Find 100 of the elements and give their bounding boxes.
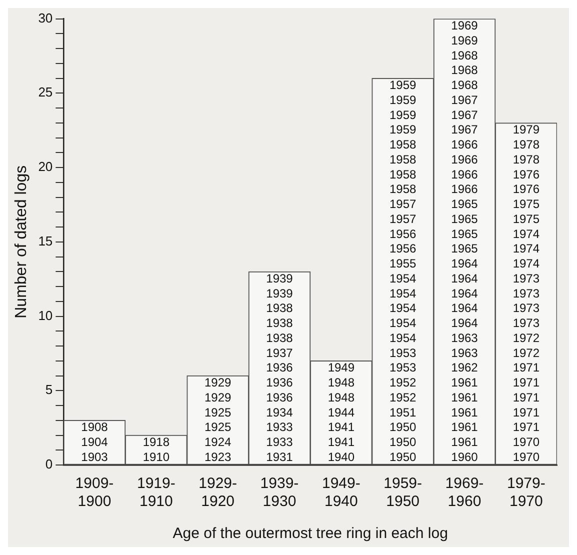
x-axis-title: Age of the outermost tree ring in each log xyxy=(172,525,448,542)
annotation: 1964 xyxy=(451,271,478,286)
annotation: 1959 xyxy=(389,92,416,107)
annotation: 1966 xyxy=(451,138,478,152)
annotation: 1966 xyxy=(451,182,478,196)
annotation: 1975 xyxy=(512,197,540,212)
annotation: 1964 xyxy=(451,301,478,316)
annotation: 1934 xyxy=(266,405,294,420)
y-tick-label: 25 xyxy=(38,84,53,100)
annotation: 1952 xyxy=(389,376,416,390)
annotation: 1976 xyxy=(512,167,540,182)
annotation: 1939 xyxy=(266,271,294,286)
annotation: 1974 xyxy=(512,226,540,241)
annotation: 1971 xyxy=(512,376,540,390)
annotation: 1941 xyxy=(328,420,355,434)
x-tick-label: 1949-1940 xyxy=(322,475,360,510)
annotation: 1949 xyxy=(328,360,355,375)
annotation: 1967 xyxy=(451,108,478,122)
annotation: 1954 xyxy=(389,271,416,286)
annotation: 1971 xyxy=(512,360,540,375)
annotation: 1925 xyxy=(204,405,232,420)
annotation: 1956 xyxy=(389,226,416,241)
annotation: 1950 xyxy=(389,450,416,464)
x-tick-label: 1969-1960 xyxy=(445,475,484,510)
x-tick-label: 1959-1950 xyxy=(384,475,422,510)
annotation: 1973 xyxy=(512,286,540,300)
annotation: 1961 xyxy=(451,420,478,434)
annotation: 1973 xyxy=(512,271,540,286)
annotation: 1976 xyxy=(512,182,540,196)
annotation: 1910 xyxy=(142,450,170,464)
annotation: 1964 xyxy=(451,316,478,330)
x-tick-label: 1919-1910 xyxy=(136,475,176,510)
annotation: 1958 xyxy=(389,138,416,152)
annotation: 1965 xyxy=(451,226,478,241)
annotation: 1978 xyxy=(512,152,540,166)
x-tick-label: 1939-1930 xyxy=(260,475,299,510)
annotation: 1924 xyxy=(204,435,232,450)
annotation: 1972 xyxy=(512,330,540,345)
x-tick-label: 1979-1970 xyxy=(506,475,546,510)
annotation: 1941 xyxy=(328,435,355,450)
annotation: 1958 xyxy=(389,182,416,196)
annotation: 1929 xyxy=(204,376,232,390)
annotation: 1950 xyxy=(389,435,416,450)
annotation: 1939 xyxy=(266,286,294,300)
annotation: 1963 xyxy=(451,330,478,345)
annotation: 1953 xyxy=(389,360,416,375)
annotation: 1964 xyxy=(451,286,478,300)
annotation: 1973 xyxy=(512,316,540,330)
annotation: 1908 xyxy=(81,420,108,434)
annotation: 1959 xyxy=(389,122,416,137)
annotation: 1918 xyxy=(142,435,170,450)
annotation: 1967 xyxy=(451,122,478,137)
annotation: 1956 xyxy=(389,242,416,256)
annotation: 1964 xyxy=(451,256,478,271)
annotation: 1951 xyxy=(389,405,416,420)
annotation: 1961 xyxy=(451,376,478,390)
annotation: 1938 xyxy=(266,330,294,345)
annotation: 1925 xyxy=(204,420,232,434)
annotation: 1962 xyxy=(451,360,478,375)
annotation: 1969 xyxy=(451,18,478,33)
annotation: 1931 xyxy=(266,450,294,464)
annotation: 1923 xyxy=(204,450,232,464)
annotation: 1958 xyxy=(389,152,416,166)
annotation: 1965 xyxy=(451,212,478,226)
annotation: 1938 xyxy=(266,316,294,330)
annotation: 1961 xyxy=(451,405,478,420)
annotation: 1965 xyxy=(451,197,478,212)
y-axis-title: Number of dated logs xyxy=(13,165,30,318)
annotation: 1950 xyxy=(389,420,416,434)
annotation: 1933 xyxy=(266,420,294,434)
y-tick-label: 0 xyxy=(45,456,53,472)
annotation: 1954 xyxy=(389,286,416,300)
annotation: 1940 xyxy=(328,450,355,464)
y-tick-label: 20 xyxy=(38,159,53,174)
y-tick-label: 10 xyxy=(38,308,53,323)
annotation: 1936 xyxy=(266,376,294,390)
annotation: 1955 xyxy=(389,256,416,271)
annotation: 1953 xyxy=(389,346,416,360)
annotation: 1954 xyxy=(389,330,416,345)
annotation: 1948 xyxy=(328,376,355,390)
annotation: 1971 xyxy=(512,405,540,420)
annotation: 1936 xyxy=(266,360,294,375)
annotation: 1958 xyxy=(389,167,416,182)
annotation: 1954 xyxy=(389,316,416,330)
y-tick-label: 15 xyxy=(38,233,53,248)
annotation: 1968 xyxy=(451,63,478,78)
annotation: 1966 xyxy=(451,152,478,166)
annotation: 1969 xyxy=(451,33,478,48)
y-tick-label: 5 xyxy=(45,382,53,398)
annotation: 1961 xyxy=(451,435,478,450)
annotation: 1966 xyxy=(451,167,478,182)
annotation: 1970 xyxy=(512,450,540,464)
annotation: 1967 xyxy=(451,92,478,107)
annotation: 1965 xyxy=(451,242,478,256)
annotation: 1959 xyxy=(389,78,416,92)
annotation: 1975 xyxy=(512,212,540,226)
annotation: 1961 xyxy=(451,390,478,404)
annotation: 1929 xyxy=(204,390,232,404)
annotation: 1972 xyxy=(512,346,540,360)
annotation: 1978 xyxy=(512,138,540,152)
